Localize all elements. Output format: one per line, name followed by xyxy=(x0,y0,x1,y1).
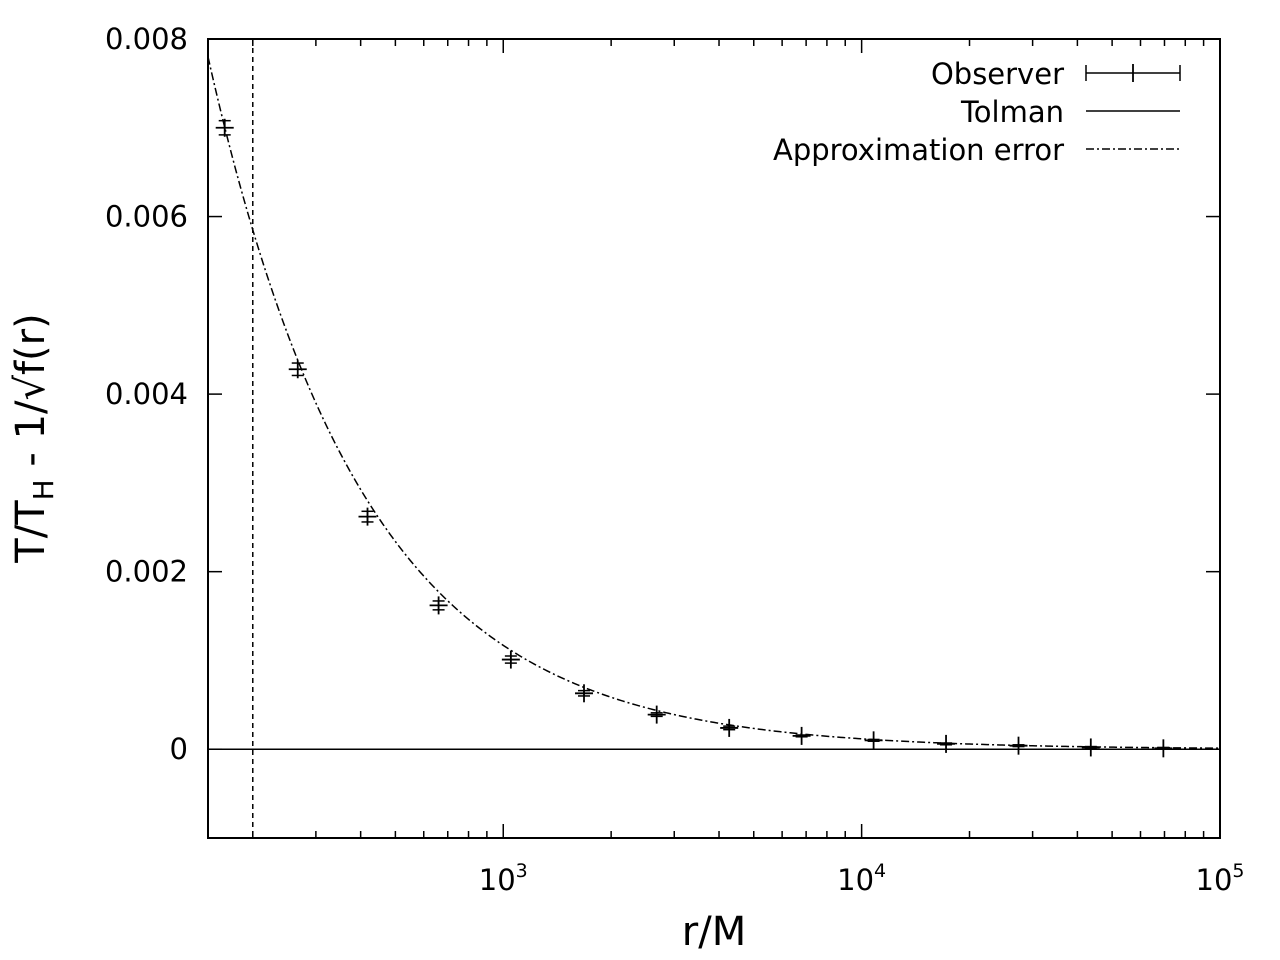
y-tick-label: 0.008 xyxy=(105,22,188,56)
legend-label-approximation-error: Approximation error xyxy=(773,133,1064,167)
legend-label-observer: Observer xyxy=(931,57,1064,91)
plot-area xyxy=(207,39,1221,838)
y-axis-label: T/TH - 1/√f(r) xyxy=(8,313,60,563)
y-tick-label: 0.004 xyxy=(105,377,188,411)
observer-point xyxy=(501,650,520,669)
observer-point xyxy=(1009,736,1028,755)
y-ticks: 0 0.002 0.004 0.006 0.008 xyxy=(105,22,1220,766)
observer-point xyxy=(792,726,811,745)
x-tick-label: 104 xyxy=(837,860,886,897)
x-tick-label: 105 xyxy=(1196,860,1245,897)
x-tick-label-exponent: 3 xyxy=(516,860,528,882)
observer-point xyxy=(358,507,377,526)
observer-point xyxy=(1154,739,1173,758)
y-tick-label: 0 xyxy=(170,732,188,766)
x-tick-label-exponent: 5 xyxy=(1232,860,1244,882)
observer-point xyxy=(937,734,956,753)
x-tick-label-base: 10 xyxy=(837,863,874,897)
observer-point xyxy=(864,731,883,750)
legend: Observer Tolman Approximation error xyxy=(773,57,1181,167)
observer-point xyxy=(647,705,666,724)
x-tick-label-exponent: 4 xyxy=(874,860,886,882)
observer-point xyxy=(288,360,307,379)
x-tick-label-base: 10 xyxy=(479,863,516,897)
x-tick-label: 103 xyxy=(479,860,528,897)
observer-point xyxy=(429,596,448,615)
observer-point xyxy=(215,118,234,137)
y-tick-label: 0.002 xyxy=(105,555,188,589)
observer-point xyxy=(575,684,594,703)
observer-point xyxy=(720,718,739,737)
x-tick-label-base: 10 xyxy=(1196,863,1233,897)
plot-frame xyxy=(207,38,1221,839)
y-tick-label: 0.006 xyxy=(105,200,188,234)
approximation-error-curve xyxy=(207,56,1221,749)
x-ticks: 103 104 105 xyxy=(252,39,1245,897)
legend-label-tolman: Tolman xyxy=(960,95,1064,129)
observer-point xyxy=(1081,738,1100,757)
x-axis-label: r/M xyxy=(682,909,746,955)
